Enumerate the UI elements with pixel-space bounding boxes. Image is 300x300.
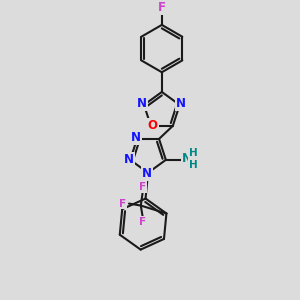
Text: N: N xyxy=(137,98,147,110)
Text: N: N xyxy=(131,131,141,144)
Text: N: N xyxy=(142,167,152,180)
Text: O: O xyxy=(148,119,158,132)
Text: F: F xyxy=(119,199,127,208)
Text: F: F xyxy=(158,1,166,13)
Text: F: F xyxy=(139,182,146,192)
Text: H: H xyxy=(189,160,198,170)
Text: N: N xyxy=(182,152,192,165)
Text: N: N xyxy=(176,98,186,110)
Text: F: F xyxy=(139,217,146,227)
Text: H: H xyxy=(189,148,198,158)
Text: N: N xyxy=(124,153,134,167)
